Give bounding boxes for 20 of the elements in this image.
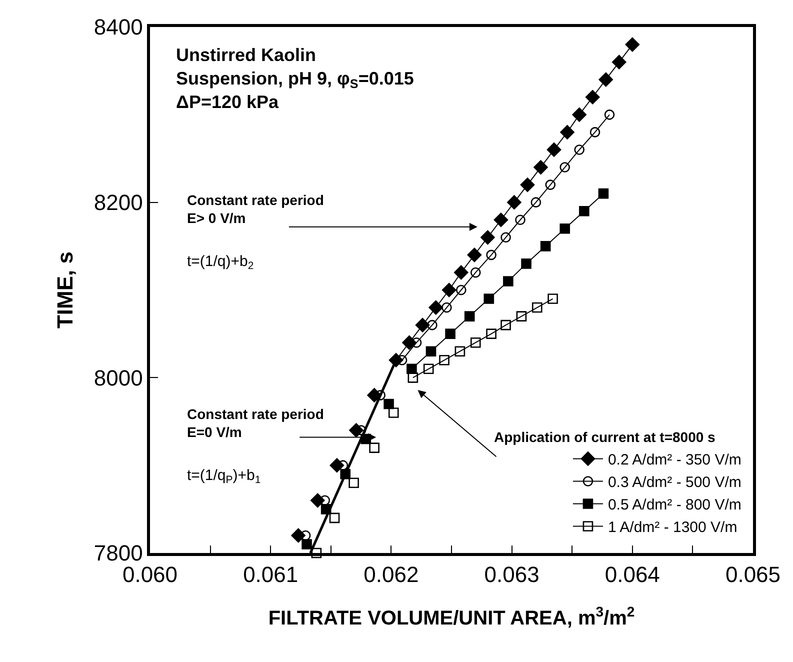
annotation: t=(1/q)+b$_{2}$ bbox=[187, 253, 254, 272]
annotation: Application of current at t=8000 s bbox=[494, 429, 716, 445]
y-tick-label: 8000 bbox=[94, 365, 143, 390]
legend-label: 0.5 A/dm² - 800 V/m bbox=[608, 496, 742, 514]
y-tick-label: 8200 bbox=[94, 190, 143, 216]
text: Unstirred Kaolin Suspension, pH 9, φ$_{S}$=0.015 ΔP=120 kPa bbox=[176, 45, 414, 112]
x-tick-label: 0.065 bbox=[725, 562, 781, 588]
annotation: t=(1/q$_{P}$)+b$_{1}$ bbox=[187, 467, 261, 486]
x-tick-label: 0.061 bbox=[243, 562, 298, 588]
x-tick-label: 0.063 bbox=[484, 562, 540, 588]
legend-label: 0.2 A/dm² - 350 V/m bbox=[608, 452, 742, 469]
x-tick-label: 0.062 bbox=[364, 562, 419, 588]
x-tick-label: 0.064 bbox=[604, 562, 660, 588]
legend-label: 0.3 A/dm² - 500 V/m bbox=[608, 474, 742, 492]
y-axis-title: TIME, s bbox=[52, 251, 78, 329]
y-tick-label: 8400 bbox=[94, 14, 143, 40]
annotation: Constant rate period E> 0 V/m bbox=[187, 192, 324, 226]
annotation: Constant rate period E=0 V/m bbox=[187, 406, 324, 440]
legend-label: 1 A/dm² - 1300 V/m bbox=[608, 519, 738, 536]
x-axis-title: FILTRATE VOLUME/UNIT AREA, m$^{3}$/m$^{2}$ bbox=[268, 603, 635, 630]
